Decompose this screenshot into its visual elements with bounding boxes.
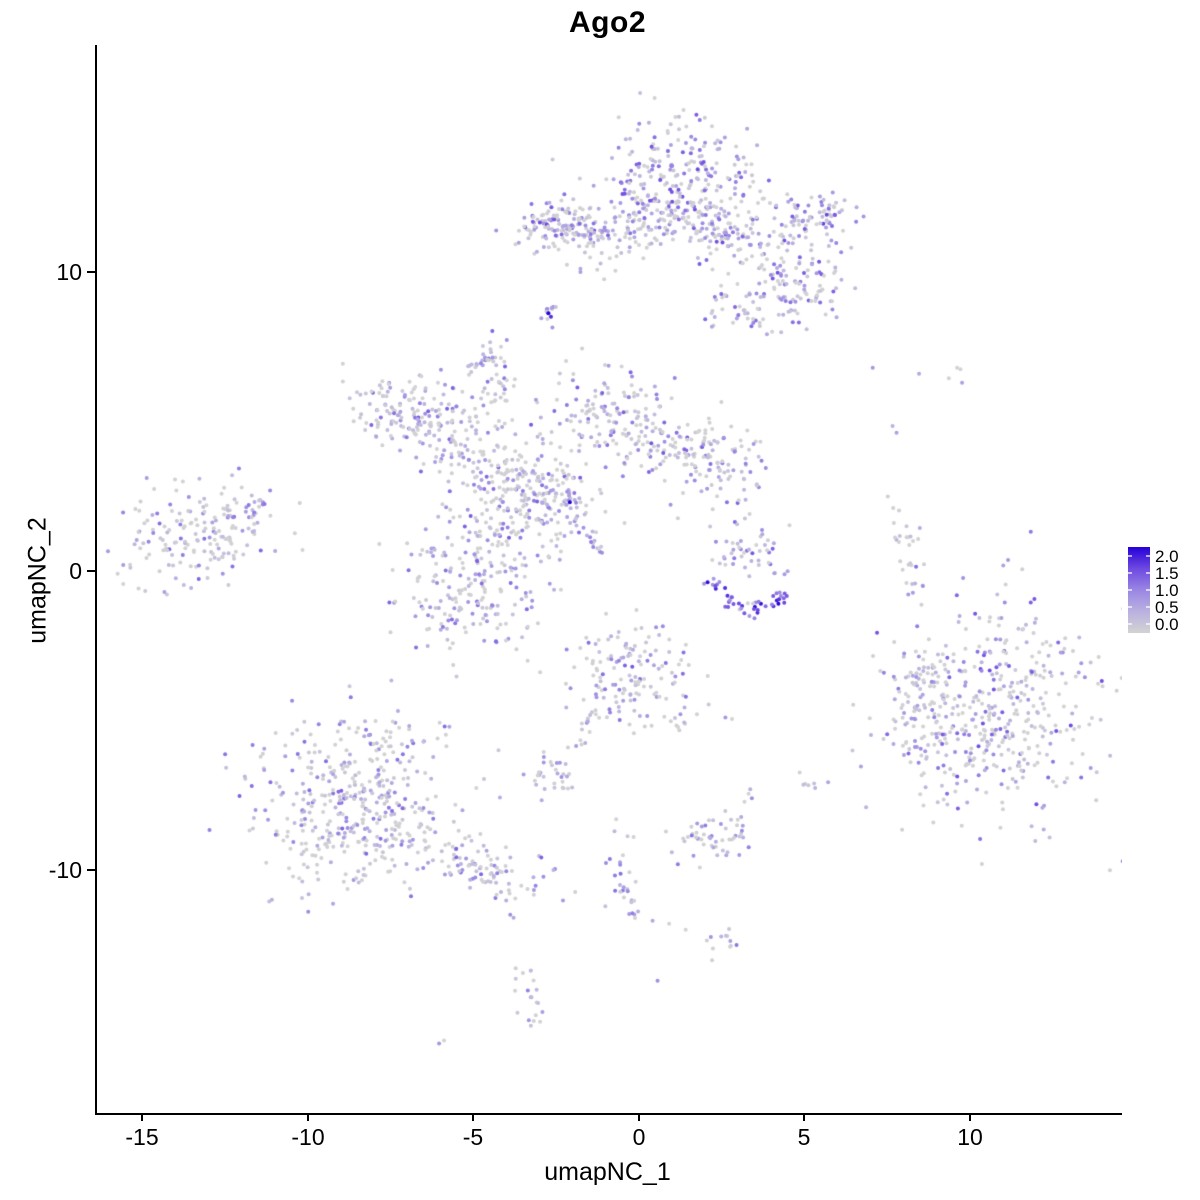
colorbar-tick bbox=[1128, 555, 1132, 557]
chart-title: Ago2 bbox=[569, 6, 646, 39]
x-tick-label: -10 bbox=[291, 1124, 325, 1150]
x-tick-mark bbox=[638, 1113, 640, 1121]
colorbar-tick bbox=[1146, 555, 1150, 557]
x-tick-mark bbox=[969, 1113, 971, 1121]
colorbar-tick bbox=[1146, 572, 1150, 574]
colorbar-label: 0.5 bbox=[1155, 598, 1179, 617]
plot-panel bbox=[95, 45, 1122, 1115]
colorbar-tick bbox=[1146, 589, 1150, 591]
x-tick-mark bbox=[803, 1113, 805, 1121]
y-tick-label: -10 bbox=[48, 857, 82, 883]
colorbar-label: 2.0 bbox=[1155, 547, 1179, 566]
colorbar-tick bbox=[1146, 623, 1150, 625]
y-tick-mark bbox=[87, 271, 95, 273]
y-tick-mark bbox=[87, 869, 95, 871]
x-tick-label: -5 bbox=[462, 1124, 484, 1150]
y-tick-label: 10 bbox=[56, 259, 82, 285]
x-axis-title: umapNC_1 bbox=[544, 1158, 671, 1186]
x-tick-label: 0 bbox=[632, 1124, 646, 1150]
x-tick-mark bbox=[141, 1113, 143, 1121]
y-axis-title: umapNC_2 bbox=[23, 517, 52, 644]
y-tick-mark bbox=[87, 570, 95, 572]
x-tick-label: -15 bbox=[125, 1124, 159, 1150]
colorbar-tick bbox=[1128, 606, 1132, 608]
x-tick-mark bbox=[472, 1113, 474, 1121]
colorbar-tick bbox=[1146, 606, 1150, 608]
colorbar-tick bbox=[1128, 589, 1132, 591]
x-tick-label: 10 bbox=[957, 1124, 983, 1150]
y-tick-label: 0 bbox=[69, 558, 82, 584]
colorbar-tick bbox=[1128, 623, 1132, 625]
umap-scatter-canvas bbox=[97, 45, 1122, 1113]
x-tick-label: 5 bbox=[797, 1124, 811, 1150]
colorbar-gradient bbox=[1128, 547, 1150, 633]
colorbar-label: 1.0 bbox=[1155, 581, 1179, 600]
colorbar-tick bbox=[1128, 572, 1132, 574]
colorbar-label: 1.5 bbox=[1155, 564, 1179, 583]
x-tick-mark bbox=[307, 1113, 309, 1121]
colorbar-label: 0.0 bbox=[1155, 615, 1179, 634]
